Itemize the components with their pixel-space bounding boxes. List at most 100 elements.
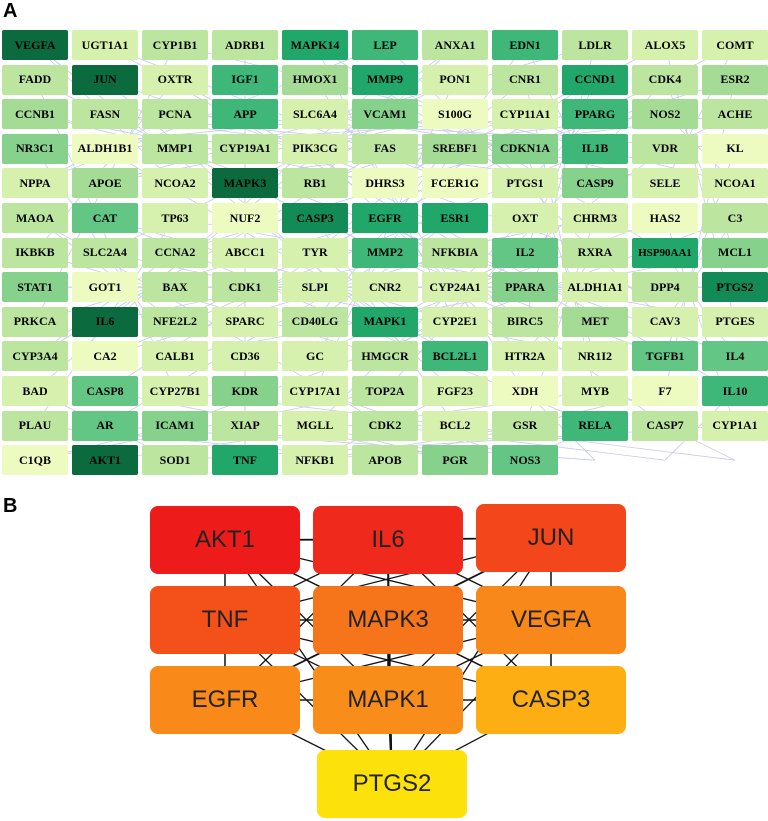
gene-node-s100g: S100G xyxy=(422,99,488,130)
hub-node-casp3: CASP3 xyxy=(476,666,626,734)
gene-node-ache: ACHE xyxy=(702,99,768,130)
gene-node-mmp1: MMP1 xyxy=(142,133,208,164)
gene-node-has2: HAS2 xyxy=(632,203,698,233)
network-edge xyxy=(314,252,526,357)
gene-node-birc5: BIRC5 xyxy=(492,306,558,337)
gene-node-htr2a: HTR2A xyxy=(492,341,558,372)
gene-node-dhrs3: DHRS3 xyxy=(352,168,418,199)
gene-node-mmp9: MMP9 xyxy=(352,64,418,95)
network-edge xyxy=(174,217,736,323)
gene-node-oxtr: OXTR xyxy=(142,64,208,95)
gene-node-mcl1: MCL1 xyxy=(702,237,768,268)
gene-node-f7: F7 xyxy=(632,376,698,406)
hub-node-mapk1: MAPK1 xyxy=(313,666,463,734)
network-edge xyxy=(314,217,456,323)
gene-node-fadd: FADD xyxy=(2,64,68,95)
network-edge xyxy=(314,113,526,184)
gene-node-nos2: NOS2 xyxy=(632,99,698,130)
hub-node-mapk3: MAPK3 xyxy=(313,586,463,654)
gene-node-ca2: CA2 xyxy=(72,341,138,372)
network-edge xyxy=(314,217,526,426)
gene-node-il10: IL10 xyxy=(702,376,768,406)
gene-node-ccnb1: CCNB1 xyxy=(2,99,68,130)
gene-node-top2a: TOP2A xyxy=(352,376,418,406)
gene-node-dpp4: DPP4 xyxy=(632,272,698,303)
network-edge xyxy=(34,252,176,357)
gene-node-hmgcr: HMGCR xyxy=(352,341,418,372)
gene-node-esr1: ESR1 xyxy=(422,203,488,233)
hub-node-egfr: EGFR xyxy=(150,666,300,734)
network-edge xyxy=(314,44,526,323)
gene-node-chrm3: CHRM3 xyxy=(562,203,628,233)
gene-node-nr3c1: NR3C1 xyxy=(2,133,68,164)
gene-node-met: MET xyxy=(562,306,628,337)
network-edge xyxy=(104,79,456,392)
network-edge xyxy=(314,252,456,357)
gene-node-casp8: CASP8 xyxy=(72,376,138,406)
gene-node-vcam1: VCAM1 xyxy=(352,99,418,130)
gene-node-bcl2l1: BCL2L1 xyxy=(422,341,488,372)
gene-node-nos3: NOS3 xyxy=(492,445,558,476)
gene-node-srebf1: SREBF1 xyxy=(422,133,488,164)
network-edge xyxy=(314,44,526,184)
gene-node-ncoa1: NCOA1 xyxy=(702,168,768,199)
network-edge xyxy=(524,79,596,392)
gene-node-prkca: PRKCA xyxy=(2,306,68,337)
gene-node-adrb1: ADRB1 xyxy=(212,30,278,60)
gene-node-ikbkb: IKBKB xyxy=(2,237,68,268)
gene-node-pon1: PON1 xyxy=(422,64,488,95)
gene-node-aldh1a1: ALDH1A1 xyxy=(562,272,628,303)
gene-node-ccna2: CCNA2 xyxy=(142,237,208,268)
gene-node-aldh1b1: ALDH1B1 xyxy=(72,133,138,164)
gene-node-cd40lg: CD40LG xyxy=(282,306,348,337)
hub-edge xyxy=(224,539,393,785)
gene-node-ptges: PTGES xyxy=(702,306,768,337)
network-edge xyxy=(34,79,386,392)
gene-node-nfkbia: NFKBIA xyxy=(422,237,488,268)
gene-node-egfr: EGFR xyxy=(352,203,418,233)
gene-node-app: APP xyxy=(212,99,278,130)
gene-node-ugt1a1: UGT1A1 xyxy=(72,30,138,60)
gene-node-igf1: IGF1 xyxy=(212,64,278,95)
gene-node-cdk1: CDK1 xyxy=(212,272,278,303)
gene-node-mapk14: MAPK14 xyxy=(282,30,348,60)
gene-node-plau: PLAU xyxy=(2,410,68,441)
gene-node-sod1: SOD1 xyxy=(142,445,208,476)
network-edge xyxy=(384,217,666,323)
gene-node-cdk2: CDK2 xyxy=(352,410,418,441)
gene-node-xdh: XDH xyxy=(492,376,558,406)
gene-node-cdk4: CDK4 xyxy=(632,64,698,95)
gene-node-gsr: GSR xyxy=(492,410,558,441)
gene-node-mapk3: MAPK3 xyxy=(212,168,278,199)
gene-node-tnf: TNF xyxy=(212,445,278,476)
gene-node-c3: C3 xyxy=(702,203,768,233)
gene-node-comt: COMT xyxy=(702,30,768,60)
gene-node-edn1: EDN1 xyxy=(492,30,558,60)
panel-a-network: VEGFA UGT1A1 CYP1B1 ADRB1 MAPK14 LEP ANXA1 EDN1… xyxy=(0,26,768,486)
gene-node-fas: FAS xyxy=(352,133,418,164)
gene-node-mgll: MGLL xyxy=(282,410,348,441)
gene-node-icam1: ICAM1 xyxy=(142,410,208,441)
gene-node-xiap: XIAP xyxy=(212,410,278,441)
gene-node-nfkb1: NFKB1 xyxy=(282,445,348,476)
gene-node-bax: BAX xyxy=(142,272,208,303)
gene-node-mapk1: MAPK1 xyxy=(352,306,418,337)
gene-node-pgr: PGR xyxy=(422,445,488,476)
network-edge xyxy=(524,252,596,357)
gene-node-gc: GC xyxy=(282,341,348,372)
gene-node-slc6a4: SLC6A4 xyxy=(282,99,348,130)
gene-node-ar: AR xyxy=(72,410,138,441)
gene-node-rxra: RXRA xyxy=(562,237,628,268)
gene-node-stat1: STAT1 xyxy=(2,272,68,303)
network-edge xyxy=(314,113,526,150)
gene-node-jun: JUN xyxy=(72,64,138,95)
network-edge xyxy=(34,217,176,323)
gene-node-cyp17a1: CYP17A1 xyxy=(282,376,348,406)
network-edge xyxy=(314,79,526,392)
hub-node-il6: IL6 xyxy=(313,506,463,574)
gene-node-bad: BAD xyxy=(2,376,68,406)
gene-node-tgfb1: TGFB1 xyxy=(632,341,698,372)
gene-node-akt1: AKT1 xyxy=(72,445,138,476)
gene-node-fgf23: FGF23 xyxy=(422,376,488,406)
gene-node-ncoa2: NCOA2 xyxy=(142,168,208,199)
